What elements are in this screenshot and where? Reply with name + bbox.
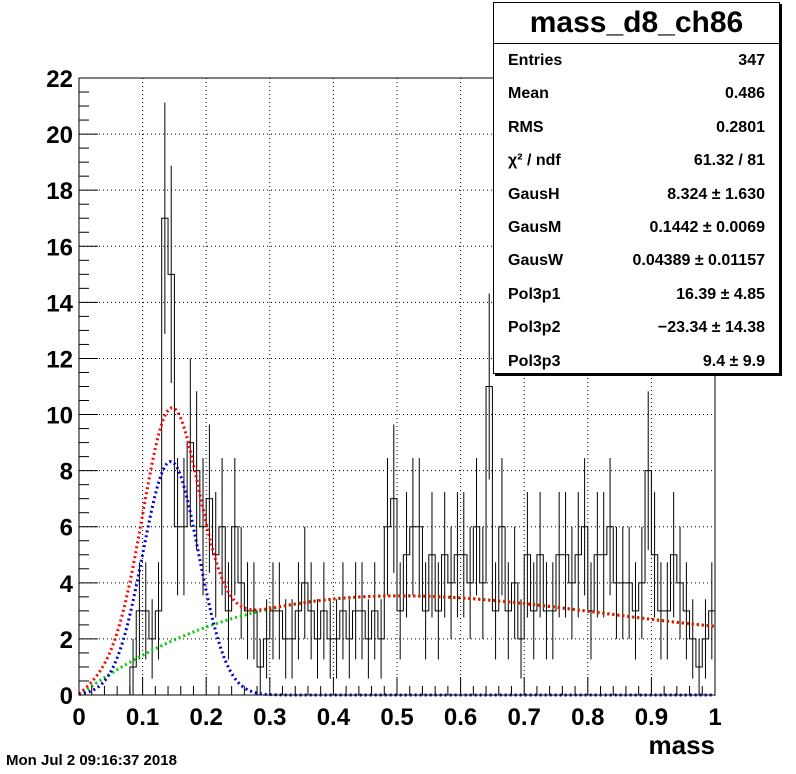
- stats-row: Entries 347: [494, 44, 779, 77]
- stats-label: GausM: [508, 218, 562, 236]
- stats-value: 0.486: [724, 85, 765, 103]
- stats-value: 0.04389 ± 0.01157: [632, 252, 765, 270]
- datestamp: Mon Jul 2 09:16:37 2018: [6, 752, 177, 769]
- y-tick-label: 4: [60, 571, 74, 598]
- axes: 0 0.1 0.2 0.3 0.4 0.5 0.6 0.7 0.8 0.9 102468101214…: [46, 66, 721, 731]
- stats-box: mass_d8_ch86 Entries 347 Mean 0.486 RMS 0.280…: [493, 2, 780, 374]
- x-tick-label: 0: [72, 704, 85, 731]
- y-tick-label: 16: [46, 234, 73, 261]
- x-tick-label: 0.2: [190, 704, 223, 731]
- stats-label: Entries: [508, 52, 563, 69]
- y-tick-label: 12: [46, 346, 73, 373]
- stats-row: Pol3p3 9.4 ± 9.9: [494, 345, 779, 378]
- x-tick-label: 0.4: [317, 704, 351, 731]
- x-tick-label: 0.7: [508, 704, 541, 731]
- y-tick-label: 20: [46, 122, 73, 149]
- x-tick-label: 1: [708, 704, 721, 731]
- y-tick-label: 8: [60, 459, 73, 486]
- stats-rows: Entries 347 Mean 0.486 RMS 0.2801 χ² / ndf 61.3…: [494, 44, 779, 378]
- x-tick-label: 0.3: [253, 704, 286, 731]
- stats-value: 0.1442 ± 0.0069: [649, 218, 765, 236]
- y-tick-label: 2: [60, 627, 73, 654]
- stats-row: GausM 0.1442 ± 0.0069: [494, 211, 779, 244]
- stats-label: RMS: [508, 118, 544, 136]
- stats-value: 61.32 / 81: [693, 152, 765, 170]
- stats-label: Mean: [508, 85, 549, 103]
- stats-value: 347: [738, 52, 765, 69]
- stats-row: GausW 0.04389 ± 0.01157: [494, 244, 779, 277]
- stats-row: χ² / ndf 61.32 / 81: [494, 144, 779, 177]
- stats-row: Pol3p1 16.39 ± 4.85: [494, 278, 779, 311]
- x-tick-label: 0.1: [126, 704, 159, 731]
- histogram-outline: [79, 217, 716, 696]
- stats-value: 16.39 ± 4.85: [676, 285, 765, 303]
- fit-curves: [78, 406, 716, 697]
- stats-label: Pol3p1: [508, 285, 561, 303]
- stats-label: GausH: [508, 185, 560, 203]
- grid-lines: [79, 78, 715, 695]
- y-tick-label: 14: [46, 290, 73, 317]
- stats-row: GausH 8.324 ± 1.630: [494, 178, 779, 211]
- stats-value: −23.34 ± 14.38: [657, 319, 765, 337]
- y-tick-label: 10: [46, 403, 73, 430]
- y-tick-label: 6: [60, 515, 73, 542]
- y-tick-label: 18: [46, 178, 73, 205]
- stats-label: Pol3p3: [508, 352, 561, 370]
- x-tick-label: 0.6: [444, 704, 477, 731]
- stats-row: RMS 0.2801: [494, 111, 779, 144]
- x-axis-label: mass: [649, 730, 716, 760]
- fit-curve-total: [78, 406, 716, 696]
- stats-value: 0.2801: [716, 118, 765, 136]
- y-tick-label: 22: [46, 66, 73, 93]
- x-tick-label: 0.9: [635, 704, 668, 731]
- x-tick-label: 0.5: [380, 704, 413, 731]
- stats-label: Pol3p2: [508, 319, 561, 337]
- stats-row: Mean 0.486: [494, 77, 779, 110]
- stats-row: Pol3p2 −23.34 ± 14.38: [494, 311, 779, 344]
- stats-value: 9.4 ± 9.9: [702, 352, 765, 370]
- y-tick-label: 0: [60, 683, 73, 710]
- stats-value: 8.324 ± 1.630: [667, 185, 765, 203]
- stats-label: χ² / ndf: [508, 152, 561, 170]
- stats-label: GausW: [508, 252, 564, 270]
- stats-title: mass_d8_ch86: [494, 3, 779, 44]
- x-tick-label: 0.8: [571, 704, 604, 731]
- histogram-bars: [79, 102, 716, 696]
